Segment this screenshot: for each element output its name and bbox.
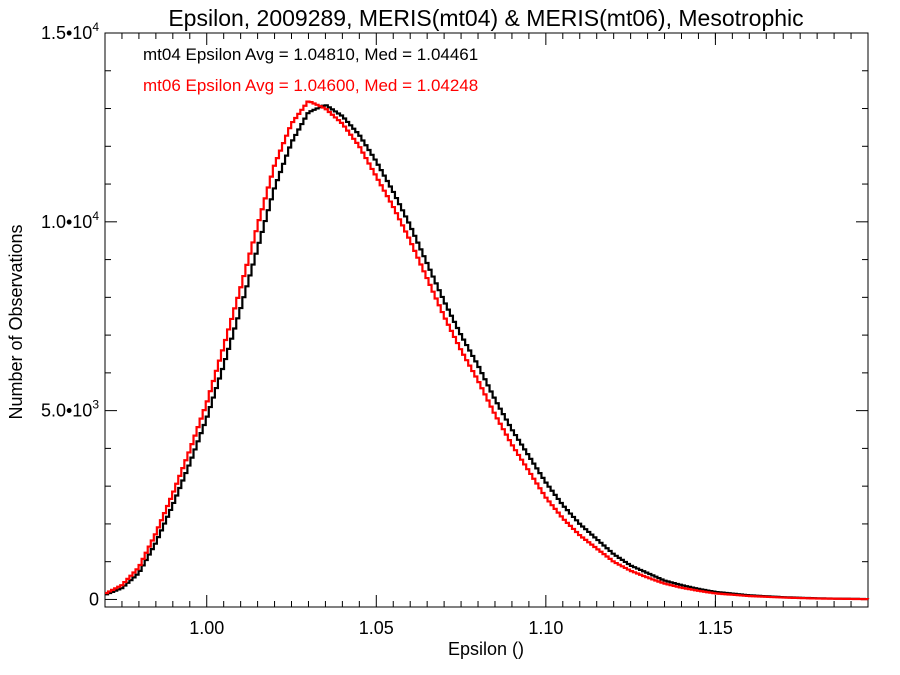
x-tick-label: 1.10 — [528, 618, 563, 638]
legend-entry-mt06: mt06 Epsilon Avg = 1.04600, Med = 1.0424… — [143, 76, 478, 95]
chart-title: Epsilon, 2009289, MERIS(mt04) & MERIS(mt… — [168, 5, 803, 31]
x-axis-label: Epsilon () — [448, 639, 524, 659]
y-tick-label: 0 — [89, 589, 99, 609]
x-tick-labels: 1.00 1.05 1.10 1.15 — [189, 618, 733, 638]
series-line-mt04 — [105, 104, 870, 601]
series-line-mt06 — [105, 100, 870, 601]
plot-frame — [104, 32, 869, 608]
x-tick-label: 1.05 — [359, 618, 394, 638]
y-tick-label: 1.5•104 — [41, 20, 99, 43]
y-tick-labels: 0 5.0•103 1.0•104 1.5•104 — [41, 20, 99, 609]
axis-ticks — [105, 32, 868, 607]
y-tick-label: 5.0•103 — [41, 398, 99, 421]
x-tick-label: 1.00 — [189, 618, 224, 638]
x-tick-label: 1.15 — [698, 618, 733, 638]
legend-entry-mt04: mt04 Epsilon Avg = 1.04810, Med = 1.0446… — [143, 45, 478, 64]
y-axis-label: Number of Observations — [6, 224, 26, 419]
series-layer — [105, 100, 870, 601]
y-tick-label: 1.0•104 — [41, 209, 99, 232]
